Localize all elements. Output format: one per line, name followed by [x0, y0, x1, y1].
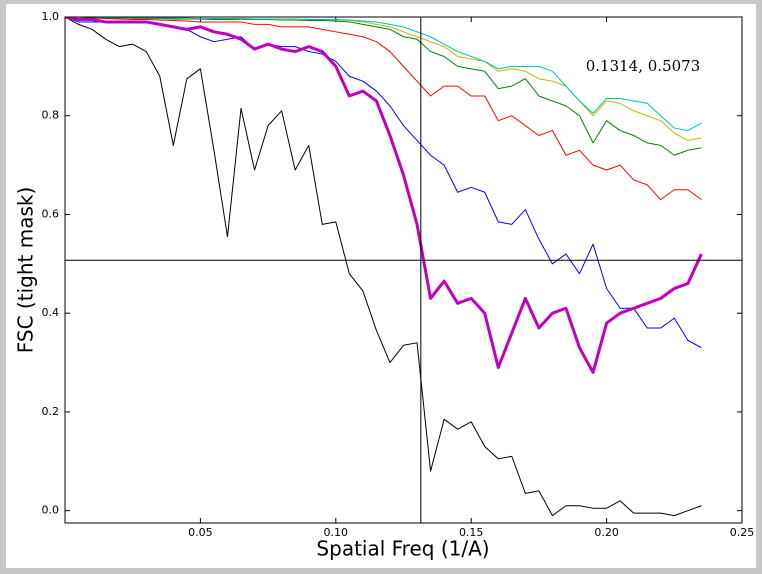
y-tick-label: 0.2: [42, 405, 60, 418]
series-line: [65, 17, 703, 374]
x-tick-label: 0.15: [459, 526, 484, 539]
x-tick-label: 0.10: [324, 526, 349, 539]
y-tick-label: 0.6: [42, 207, 60, 220]
x-tick-label: 0.05: [188, 526, 213, 539]
y-axis-label: FSC (tight mask): [14, 187, 38, 353]
y-tick-label: 0.4: [42, 306, 60, 319]
y-tick-label: 0.8: [42, 109, 60, 122]
x-tick-label: 0.20: [594, 526, 619, 539]
y-tick-label: 0.0: [42, 504, 60, 517]
series-line: [65, 17, 702, 517]
x-axis-label: Spatial Freq (1/A): [316, 537, 489, 561]
series-line: [65, 17, 702, 201]
x-tick-label: 0.25: [730, 526, 755, 539]
annotation: 0.1314, 0.5073: [586, 57, 701, 75]
series-line: [65, 17, 702, 132]
series-line: [65, 17, 702, 156]
plot-area: [65, 17, 742, 523]
y-tick-label: 1.0: [42, 10, 60, 23]
plot-frame: [64, 16, 743, 524]
